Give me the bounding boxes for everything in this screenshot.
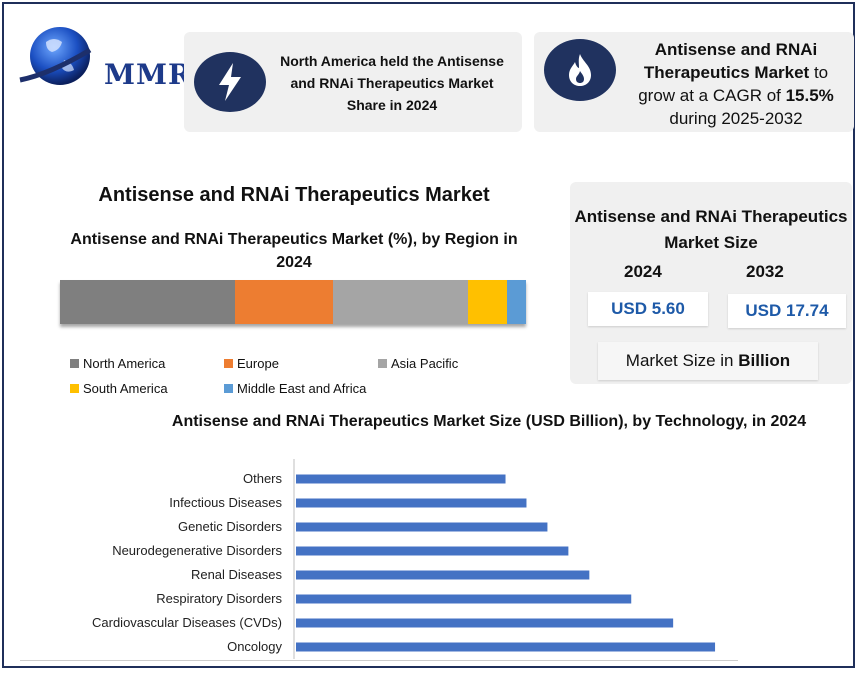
footer-divider (20, 660, 738, 661)
technology-bar (296, 522, 548, 532)
cagr-card: Antisense and RNAi Therapeutics Market t… (534, 32, 854, 132)
unit-prefix: Market Size in (625, 351, 739, 370)
category-label: Cardiovascular Diseases (CVDs) (92, 615, 282, 630)
category-label: Respiratory Disorders (156, 591, 282, 606)
legend-swatch (224, 384, 233, 393)
category-label: Others (243, 471, 283, 486)
legend-swatch (70, 384, 79, 393)
north-america-share-text: North America held the Antisense and RNA… (280, 53, 504, 113)
region-segment (507, 280, 526, 324)
category-label: Renal Diseases (191, 567, 283, 582)
legend-label: North America (83, 356, 166, 371)
region-chart-title: Antisense and RNAi Therapeutics Market (… (70, 231, 518, 271)
region-segment (234, 280, 333, 324)
value-2032: USD 17.74 (728, 294, 846, 328)
legend-item: Europe (224, 356, 279, 371)
technology-bar-chart: Others Infectious Diseases Genetic Disorde… (92, 459, 716, 659)
globe-icon (19, 27, 92, 85)
legend-item: North America (70, 356, 165, 371)
cagr-market-name: Antisense and RNAi Therapeutics Market (643, 40, 818, 82)
year-2024-label: 2024 (624, 262, 662, 281)
technology-bar (296, 618, 674, 628)
legend-item: Middle East and Africa (224, 381, 366, 396)
technology-bar (296, 594, 632, 604)
category-label: Genetic Disorders (178, 519, 283, 534)
legend-label: Asia Pacific (391, 356, 459, 371)
market-size-unit: Market Size in Billion (598, 342, 818, 380)
region-segment (60, 280, 235, 324)
value-2024: USD 5.60 (588, 292, 708, 326)
legend-swatch (224, 359, 233, 368)
unit-bold: Billion (738, 351, 791, 370)
category-label: Neurodegenerative Disorders (112, 543, 282, 558)
technology-bar (296, 474, 506, 484)
market-title: Antisense and RNAi Therapeutics Market (98, 184, 490, 206)
category-label: Infectious Diseases (169, 495, 282, 510)
logo-text: MMR (104, 58, 193, 91)
legend-label: South America (83, 381, 168, 396)
market-size-title: Antisense and RNAi Therapeutics Market S… (574, 207, 848, 252)
north-america-share-card: North America held the Antisense and RNA… (184, 32, 522, 132)
cagr-period: during 2025-2032 (669, 109, 803, 128)
legend-swatch (70, 359, 79, 368)
legend-item: South America (70, 381, 168, 396)
technology-bar (296, 642, 716, 652)
infographic-frame: MMR North America held the Antisense and… (2, 2, 855, 668)
legend-item: Asia Pacific (378, 356, 458, 371)
region-segment (467, 280, 508, 324)
cagr-value: 15.5% (785, 86, 834, 105)
cagr-phrase: to grow at a CAGR of (638, 63, 829, 105)
lightning-icon (194, 52, 266, 112)
technology-bar (296, 546, 569, 556)
legend-label: Middle East and Africa (237, 381, 367, 396)
technology-bar (296, 570, 590, 580)
flame-icon (544, 39, 616, 101)
brand-logo: MMR (16, 22, 191, 92)
legend-swatch (378, 359, 387, 368)
legend-label: Europe (237, 356, 279, 371)
year-2032-label: 2032 (746, 262, 784, 281)
category-label: Oncology (227, 639, 282, 654)
cagr-text: Antisense and RNAi Therapeutics Market t… (626, 38, 846, 130)
technology-chart-title: Antisense and RNAi Therapeutics Market S… (171, 413, 807, 430)
technology-bar (296, 498, 527, 508)
region-segment (332, 280, 468, 324)
region-stacked-bar (60, 280, 526, 324)
market-size-panel: Antisense and RNAi Therapeutics Market S… (570, 182, 852, 384)
